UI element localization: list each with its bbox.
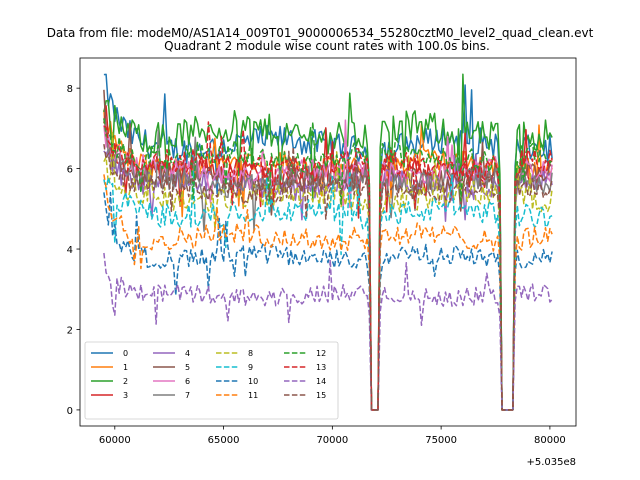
- series-line-12: [103, 118, 553, 411]
- series-layer: [103, 73, 553, 411]
- series-line-14: [103, 252, 553, 411]
- series-line-9: [103, 168, 553, 411]
- legend-label-9: 9: [248, 363, 253, 372]
- legend-label-12: 12: [316, 349, 326, 358]
- legend-label-11: 11: [248, 391, 258, 400]
- y-tick-label: 8: [67, 84, 73, 95]
- legend-label-8: 8: [248, 349, 253, 358]
- legend-label-7: 7: [185, 391, 190, 400]
- x-axis: 60000 65000 70000 75000 80000: [99, 426, 566, 446]
- legend-label-5: 5: [185, 363, 190, 372]
- series-line-2: [103, 73, 553, 411]
- y-axis: 0 2 4 6 8: [67, 84, 80, 417]
- chart-title: Quadrant 2 module wise count rates with …: [164, 39, 490, 53]
- series-line-7: [103, 118, 553, 411]
- x-tick-label: 65000: [208, 435, 240, 446]
- y-tick-label: 0: [67, 406, 73, 417]
- x-offset-label: +5.035e8: [526, 457, 576, 468]
- legend-label-14: 14: [316, 377, 326, 386]
- legend-label-15: 15: [316, 391, 326, 400]
- legend-label-2: 2: [123, 377, 128, 386]
- series-line-13: [103, 121, 553, 411]
- y-tick-label: 6: [67, 165, 73, 176]
- x-tick-label: 70000: [316, 435, 348, 446]
- series-line-11: [103, 174, 553, 411]
- y-tick-label: 4: [67, 245, 73, 256]
- legend-frame: [84, 341, 339, 420]
- x-tick-label: 75000: [425, 435, 457, 446]
- plot-frame: [79, 57, 577, 427]
- legend-label-3: 3: [123, 391, 128, 400]
- y-tick-label: 2: [67, 325, 73, 336]
- legend-label-4: 4: [185, 349, 190, 358]
- figure-suptitle: Data from file: modeM0/AS1A14_009T01_900…: [47, 26, 594, 40]
- series-line-10: [103, 191, 553, 411]
- legend-label-1: 1: [123, 363, 128, 372]
- legend-label-10: 10: [248, 377, 258, 386]
- series-line-8: [103, 132, 553, 411]
- series-line-15: [103, 143, 553, 411]
- x-tick-label: 60000: [99, 435, 131, 446]
- legend-label-0: 0: [123, 349, 128, 358]
- x-tick-label: 80000: [534, 435, 566, 446]
- legend-label-6: 6: [185, 377, 190, 386]
- legend-label-13: 13: [316, 363, 326, 372]
